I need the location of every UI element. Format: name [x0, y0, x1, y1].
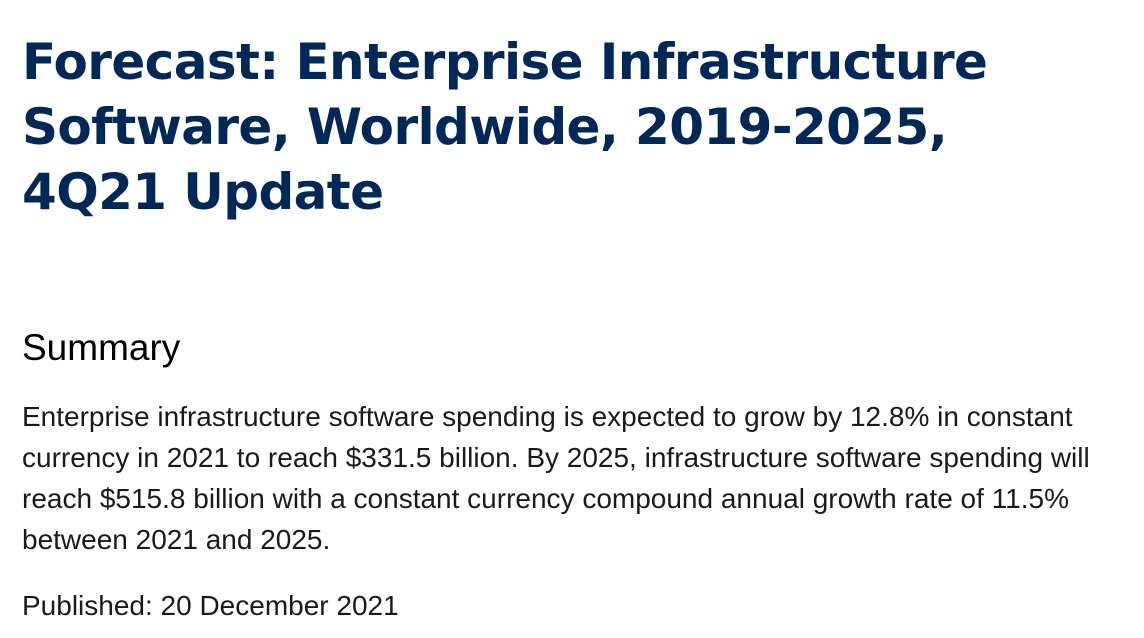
- page-title: Forecast: Enterprise Infrastructure Soft…: [22, 33, 988, 221]
- summary-text: Enterprise infrastructure software spend…: [22, 401, 1090, 555]
- published-date: Published: 20 December 2021: [22, 590, 399, 621]
- summary-heading: Summary: [22, 327, 181, 368]
- document-page: Forecast: Enterprise Infrastructure Soft…: [22, 30, 1132, 621]
